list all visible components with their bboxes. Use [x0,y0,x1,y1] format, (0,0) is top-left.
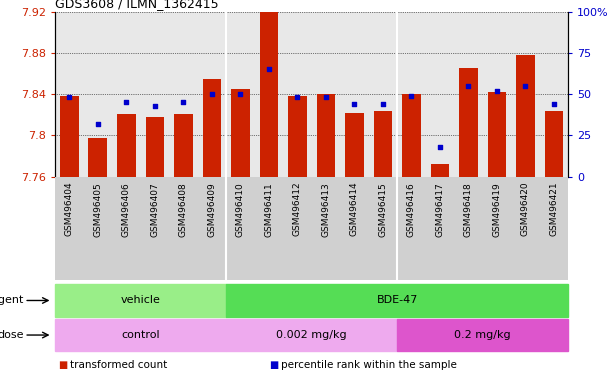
Point [207,91,217,97]
Text: GDS3608 / ILMN_1362415: GDS3608 / ILMN_1362415 [55,0,219,10]
Bar [374,111,392,177]
Point [293,94,302,101]
Bar [402,94,420,177]
Text: GSM496421: GSM496421 [549,182,558,237]
Text: GSM496413: GSM496413 [321,182,331,237]
Point [464,83,474,89]
Bar [545,111,563,177]
Text: GSM496411: GSM496411 [265,182,273,237]
Point [549,101,559,107]
Point [93,121,103,127]
Bar [145,117,164,177]
Text: GSM496414: GSM496414 [350,182,359,237]
Text: 0.002 mg/kg: 0.002 mg/kg [276,330,347,340]
Bar [488,92,507,177]
Text: GSM496420: GSM496420 [521,182,530,237]
Text: GSM496410: GSM496410 [236,182,245,237]
Text: GSM496406: GSM496406 [122,182,131,237]
Point [406,93,416,99]
Text: ■: ■ [58,360,67,370]
Point [150,103,159,109]
Bar [226,319,397,351]
Bar [174,114,192,177]
Text: GSM496417: GSM496417 [436,182,444,237]
Point [492,88,502,94]
Text: control: control [121,330,160,340]
Bar [117,114,136,177]
Text: GSM496408: GSM496408 [179,182,188,237]
Text: dose: dose [0,330,24,340]
Point [435,144,445,150]
Point [378,101,388,107]
Text: GSM496419: GSM496419 [492,182,502,237]
Bar [55,319,226,351]
Text: GSM496404: GSM496404 [65,182,74,237]
Bar [260,10,278,177]
Text: GSM496407: GSM496407 [150,182,159,237]
Text: GSM496405: GSM496405 [93,182,102,237]
Bar [345,113,364,177]
Bar [397,319,568,351]
Text: percentile rank within the sample: percentile rank within the sample [281,360,457,370]
Point [122,99,131,106]
Bar [288,96,307,177]
Bar [226,284,568,317]
Point [178,99,188,106]
Text: GSM496409: GSM496409 [207,182,216,237]
Bar [431,164,449,177]
Bar [60,96,78,177]
Text: GSM496412: GSM496412 [293,182,302,237]
Text: GSM496415: GSM496415 [378,182,387,237]
Bar [231,89,249,177]
Text: BDE-47: BDE-47 [376,295,418,306]
Bar [55,284,226,317]
Text: GSM496416: GSM496416 [407,182,416,237]
Bar [89,139,107,177]
Bar [459,68,478,177]
Point [349,101,359,107]
Text: vehicle: vehicle [120,295,161,306]
Bar [516,55,535,177]
Point [264,66,274,73]
Point [521,83,530,89]
Bar [316,94,335,177]
Text: agent: agent [0,295,24,306]
Point [321,94,331,101]
Point [235,91,245,97]
Text: GSM496418: GSM496418 [464,182,473,237]
Bar [202,79,221,177]
Point [64,94,74,101]
Text: 0.2 mg/kg: 0.2 mg/kg [455,330,511,340]
Text: ■: ■ [269,360,278,370]
Text: transformed count: transformed count [70,360,167,370]
